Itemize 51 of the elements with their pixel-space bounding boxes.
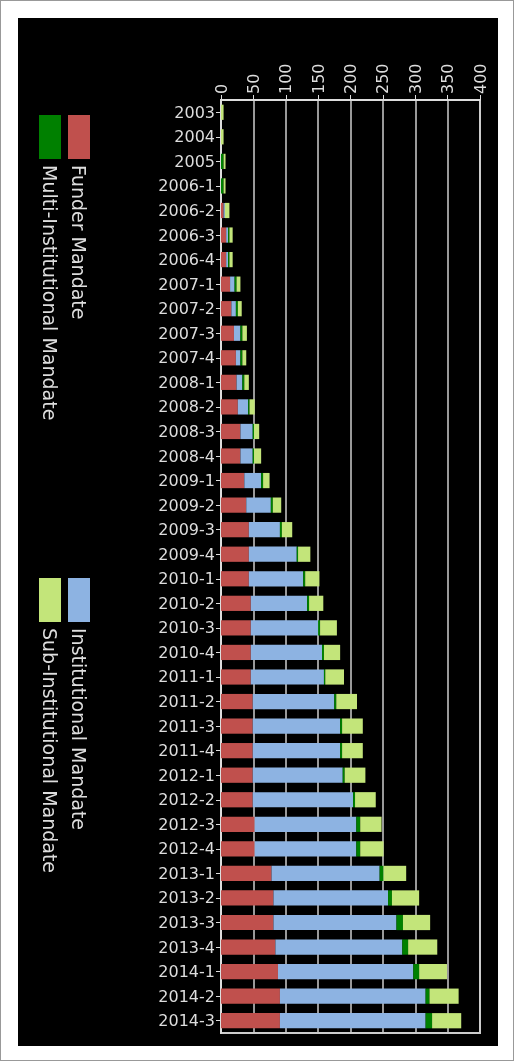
y-tick-label: 2010-2 — [158, 593, 215, 613]
x-tick-label: 300 — [405, 63, 425, 94]
y-tick-label: 2013-2 — [158, 888, 215, 908]
y-tick-label: 2013-4 — [158, 937, 215, 957]
y-tick-label: 2010-4 — [158, 642, 215, 662]
y-tick-label: 2011-1 — [158, 667, 215, 687]
y-tick-label: 2006-2 — [158, 200, 215, 220]
y-tick-label: 2008-3 — [158, 421, 215, 441]
y-tick-label: 2008-1 — [158, 372, 215, 392]
y-tick-label: 2009-3 — [158, 520, 215, 540]
x-tick-label: 250 — [373, 63, 393, 94]
y-tick-label: 2014-1 — [158, 962, 215, 982]
y-tick-label: 2006-3 — [158, 225, 215, 245]
legend-label: Institutional Mandate — [68, 628, 90, 831]
x-tick-label: 150 — [308, 63, 328, 94]
x-tick-label: 350 — [438, 63, 458, 94]
y-tick-label: 2005 — [174, 151, 215, 171]
x-tick-label: 200 — [341, 63, 360, 94]
y-tick-label: 2009-2 — [158, 495, 215, 515]
y-tick-label: 2012-3 — [158, 814, 215, 834]
x-tick-label: 0 — [211, 83, 231, 94]
x-tick-label: 50 — [243, 73, 263, 94]
legend-label: Funder Mandate — [68, 165, 90, 320]
y-tick-label: 2011-2 — [158, 692, 215, 712]
y-tick-label: 2014-3 — [158, 1011, 215, 1031]
x-tick-label: 400 — [470, 63, 490, 94]
y-tick-label: 2012-1 — [158, 765, 215, 785]
y-tick-label: 2006-4 — [158, 250, 215, 270]
y-tick-label: 2007-3 — [158, 323, 215, 343]
y-tick-label: 2012-4 — [158, 839, 215, 859]
y-tick-label: 2010-3 — [158, 618, 215, 638]
y-tick-label: 2004 — [174, 127, 215, 147]
x-tick-label: 100 — [276, 63, 296, 94]
legend-label: Multi-Institutional Mandate — [39, 165, 61, 421]
y-tick-label: 2003 — [174, 102, 215, 122]
y-tick-label: 2008-2 — [158, 397, 215, 417]
y-tick-label: 2013-1 — [158, 863, 215, 883]
y-tick-label: 2014-2 — [158, 986, 215, 1006]
y-tick-label: 2007-1 — [158, 274, 215, 294]
y-tick-label: 2011-4 — [158, 741, 215, 761]
y-tick-label: 2010-1 — [158, 569, 215, 589]
y-tick-label: 2011-3 — [158, 716, 215, 736]
y-tick-label: 2007-4 — [158, 348, 215, 368]
y-tick-label: 2009-1 — [158, 471, 215, 491]
y-tick-label: 2008-4 — [158, 446, 215, 466]
y-tick-label: 2013-3 — [158, 913, 215, 933]
y-tick-label: 2012-2 — [158, 790, 215, 810]
legend-label: Sub-Institutional Mandate — [39, 628, 61, 874]
y-tick-label: 2009-4 — [158, 544, 215, 564]
y-tick-label: 2007-2 — [158, 299, 215, 319]
y-tick-label: 2006-1 — [158, 176, 215, 196]
